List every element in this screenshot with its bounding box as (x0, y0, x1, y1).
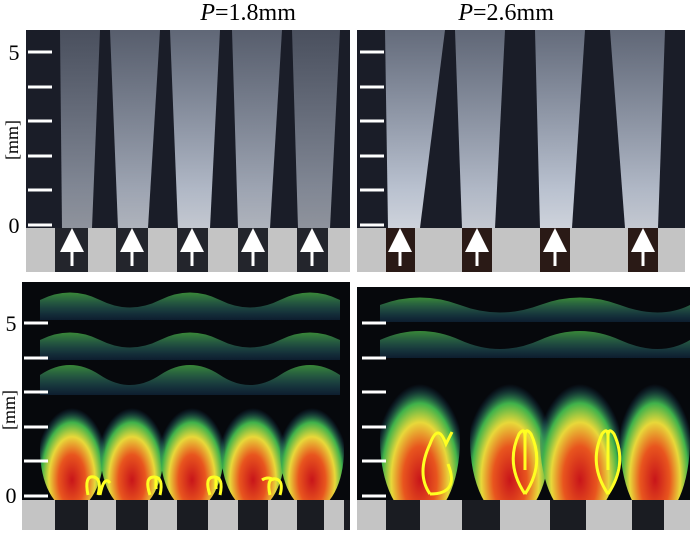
column-title-symbol: P (199, 0, 215, 26)
simulation-panel (22, 282, 350, 530)
column-title: =1.8mm (215, 0, 296, 26)
photo-panel (357, 30, 685, 272)
tick-label: 5 (6, 311, 17, 336)
axis-label: [mm] (2, 120, 22, 160)
photo-panel (26, 30, 350, 272)
column-title: =2.6mm (473, 0, 554, 26)
axis-label: [mm] (0, 390, 19, 430)
tick-label: 0 (6, 483, 17, 508)
simulation-panel (357, 287, 690, 530)
tick-label: 5 (9, 40, 20, 65)
column-title-symbol: P (457, 0, 473, 26)
tick-label: 0 (9, 213, 20, 238)
